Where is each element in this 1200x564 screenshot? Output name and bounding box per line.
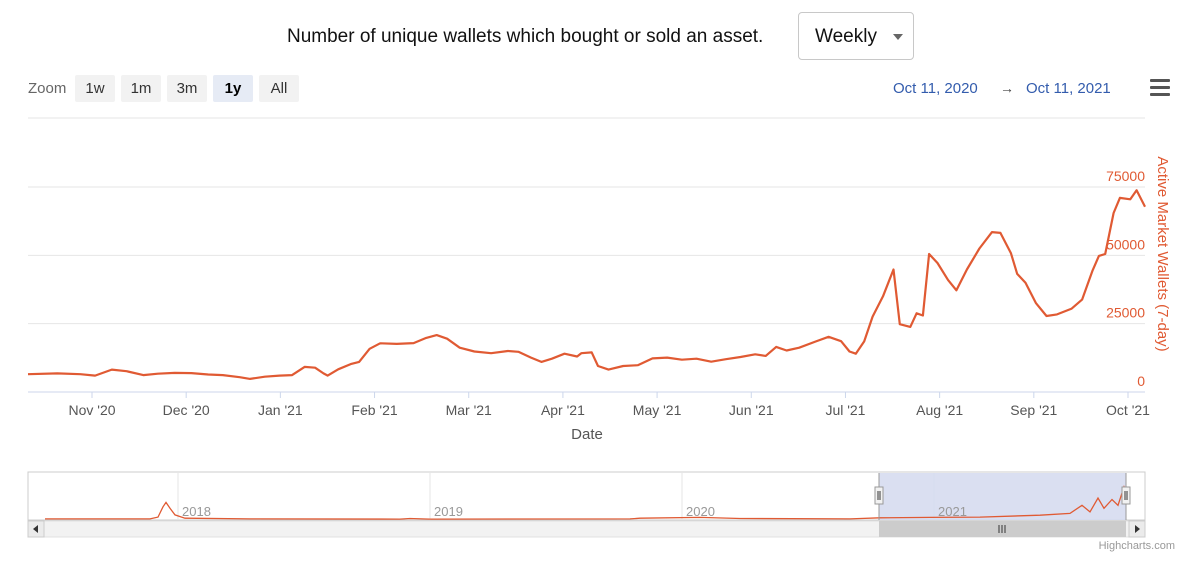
- navigator[interactable]: 2018 2019 2020 2021: [27, 471, 1146, 521]
- x-tick-label: Mar '21: [446, 402, 492, 418]
- x-tick-label: May '21: [633, 402, 682, 418]
- y-tick-label: 75000: [1106, 168, 1145, 184]
- x-tick-label: Nov '20: [68, 402, 115, 418]
- x-tick-label: Apr '21: [541, 402, 585, 418]
- scroll-right-button[interactable]: [1128, 520, 1146, 538]
- range-arrow: →: [1000, 80, 1014, 96]
- frequency-select[interactable]: Weekly: [798, 12, 914, 60]
- navigator-handle-right[interactable]: [1121, 486, 1131, 505]
- x-tick-label: Jan '21: [258, 402, 303, 418]
- zoom-button-1m[interactable]: 1m: [121, 75, 161, 102]
- x-tick-label: Feb '21: [351, 402, 397, 418]
- navigator-handle-left[interactable]: [874, 486, 884, 505]
- arrow-right-icon: [1135, 525, 1140, 533]
- range-from-date[interactable]: Oct 11, 2020: [893, 80, 978, 97]
- x-tick-label: Dec '20: [163, 402, 210, 418]
- chart-header: Number of unique wallets which bought or…: [0, 12, 1200, 62]
- navigator-year-label: 2021: [938, 504, 967, 519]
- scroll-left-button[interactable]: [27, 520, 45, 538]
- y-tick-label: 50000: [1106, 236, 1145, 252]
- chart-title: Number of unique wallets which bought or…: [287, 26, 764, 47]
- range-to-date[interactable]: Oct 11, 2021: [1026, 80, 1111, 97]
- scrollbar[interactable]: [27, 520, 1146, 538]
- x-axis-label: Date: [571, 426, 603, 443]
- series-line: [27, 189, 1146, 380]
- zoom-label: Zoom: [28, 80, 67, 97]
- zoom-button-all[interactable]: All: [259, 75, 299, 102]
- x-tick-label: Aug '21: [916, 402, 963, 418]
- zoom-button-1y[interactable]: 1y: [213, 75, 253, 102]
- frequency-selected-value: Weekly: [815, 26, 877, 47]
- x-tick-label: Jul '21: [825, 402, 865, 418]
- navigator-year-labels: 2018 2019 2020 2021: [182, 504, 967, 519]
- y-tick-labels: 0 25000 50000 75000: [1106, 168, 1145, 389]
- navigator-year-label: 2020: [686, 504, 715, 519]
- chevron-down-icon: [893, 34, 903, 40]
- y-tick-label: 0: [1137, 373, 1145, 389]
- x-tick-label: Jun '21: [729, 402, 774, 418]
- navigator-year-label: 2018: [182, 504, 211, 519]
- scrollbar-grip-icon: [998, 525, 1006, 533]
- scrollbar-thumb[interactable]: [879, 521, 1126, 537]
- x-tick-label: Sep '21: [1010, 402, 1057, 418]
- scrollbar-track[interactable]: [27, 520, 1146, 538]
- x-tick-label: Oct '21: [1106, 402, 1150, 418]
- y-axis-label: Active Market Wallets (7-day): [1154, 156, 1171, 351]
- navigator-outline: [27, 471, 1146, 521]
- zoom-button-1w[interactable]: 1w: [75, 75, 115, 102]
- navigator-grid: [177, 472, 935, 520]
- grid-lines: [28, 117, 1145, 393]
- navigator-year-label: 2019: [434, 504, 463, 519]
- hamburger-menu-icon[interactable]: [1150, 79, 1172, 97]
- arrow-left-icon: [33, 525, 38, 533]
- x-tick-labels: Nov '20 Dec '20 Jan '21 Feb '21 Mar '21 Apr '…: [68, 392, 1150, 418]
- zoom-button-3m[interactable]: 3m: [167, 75, 207, 102]
- navigator-series-line: [45, 485, 1129, 520]
- navigator-selection[interactable]: [879, 473, 1126, 520]
- y-tick-label: 25000: [1106, 305, 1145, 321]
- highcharts-credit-link[interactable]: Highcharts.com: [1098, 540, 1175, 552]
